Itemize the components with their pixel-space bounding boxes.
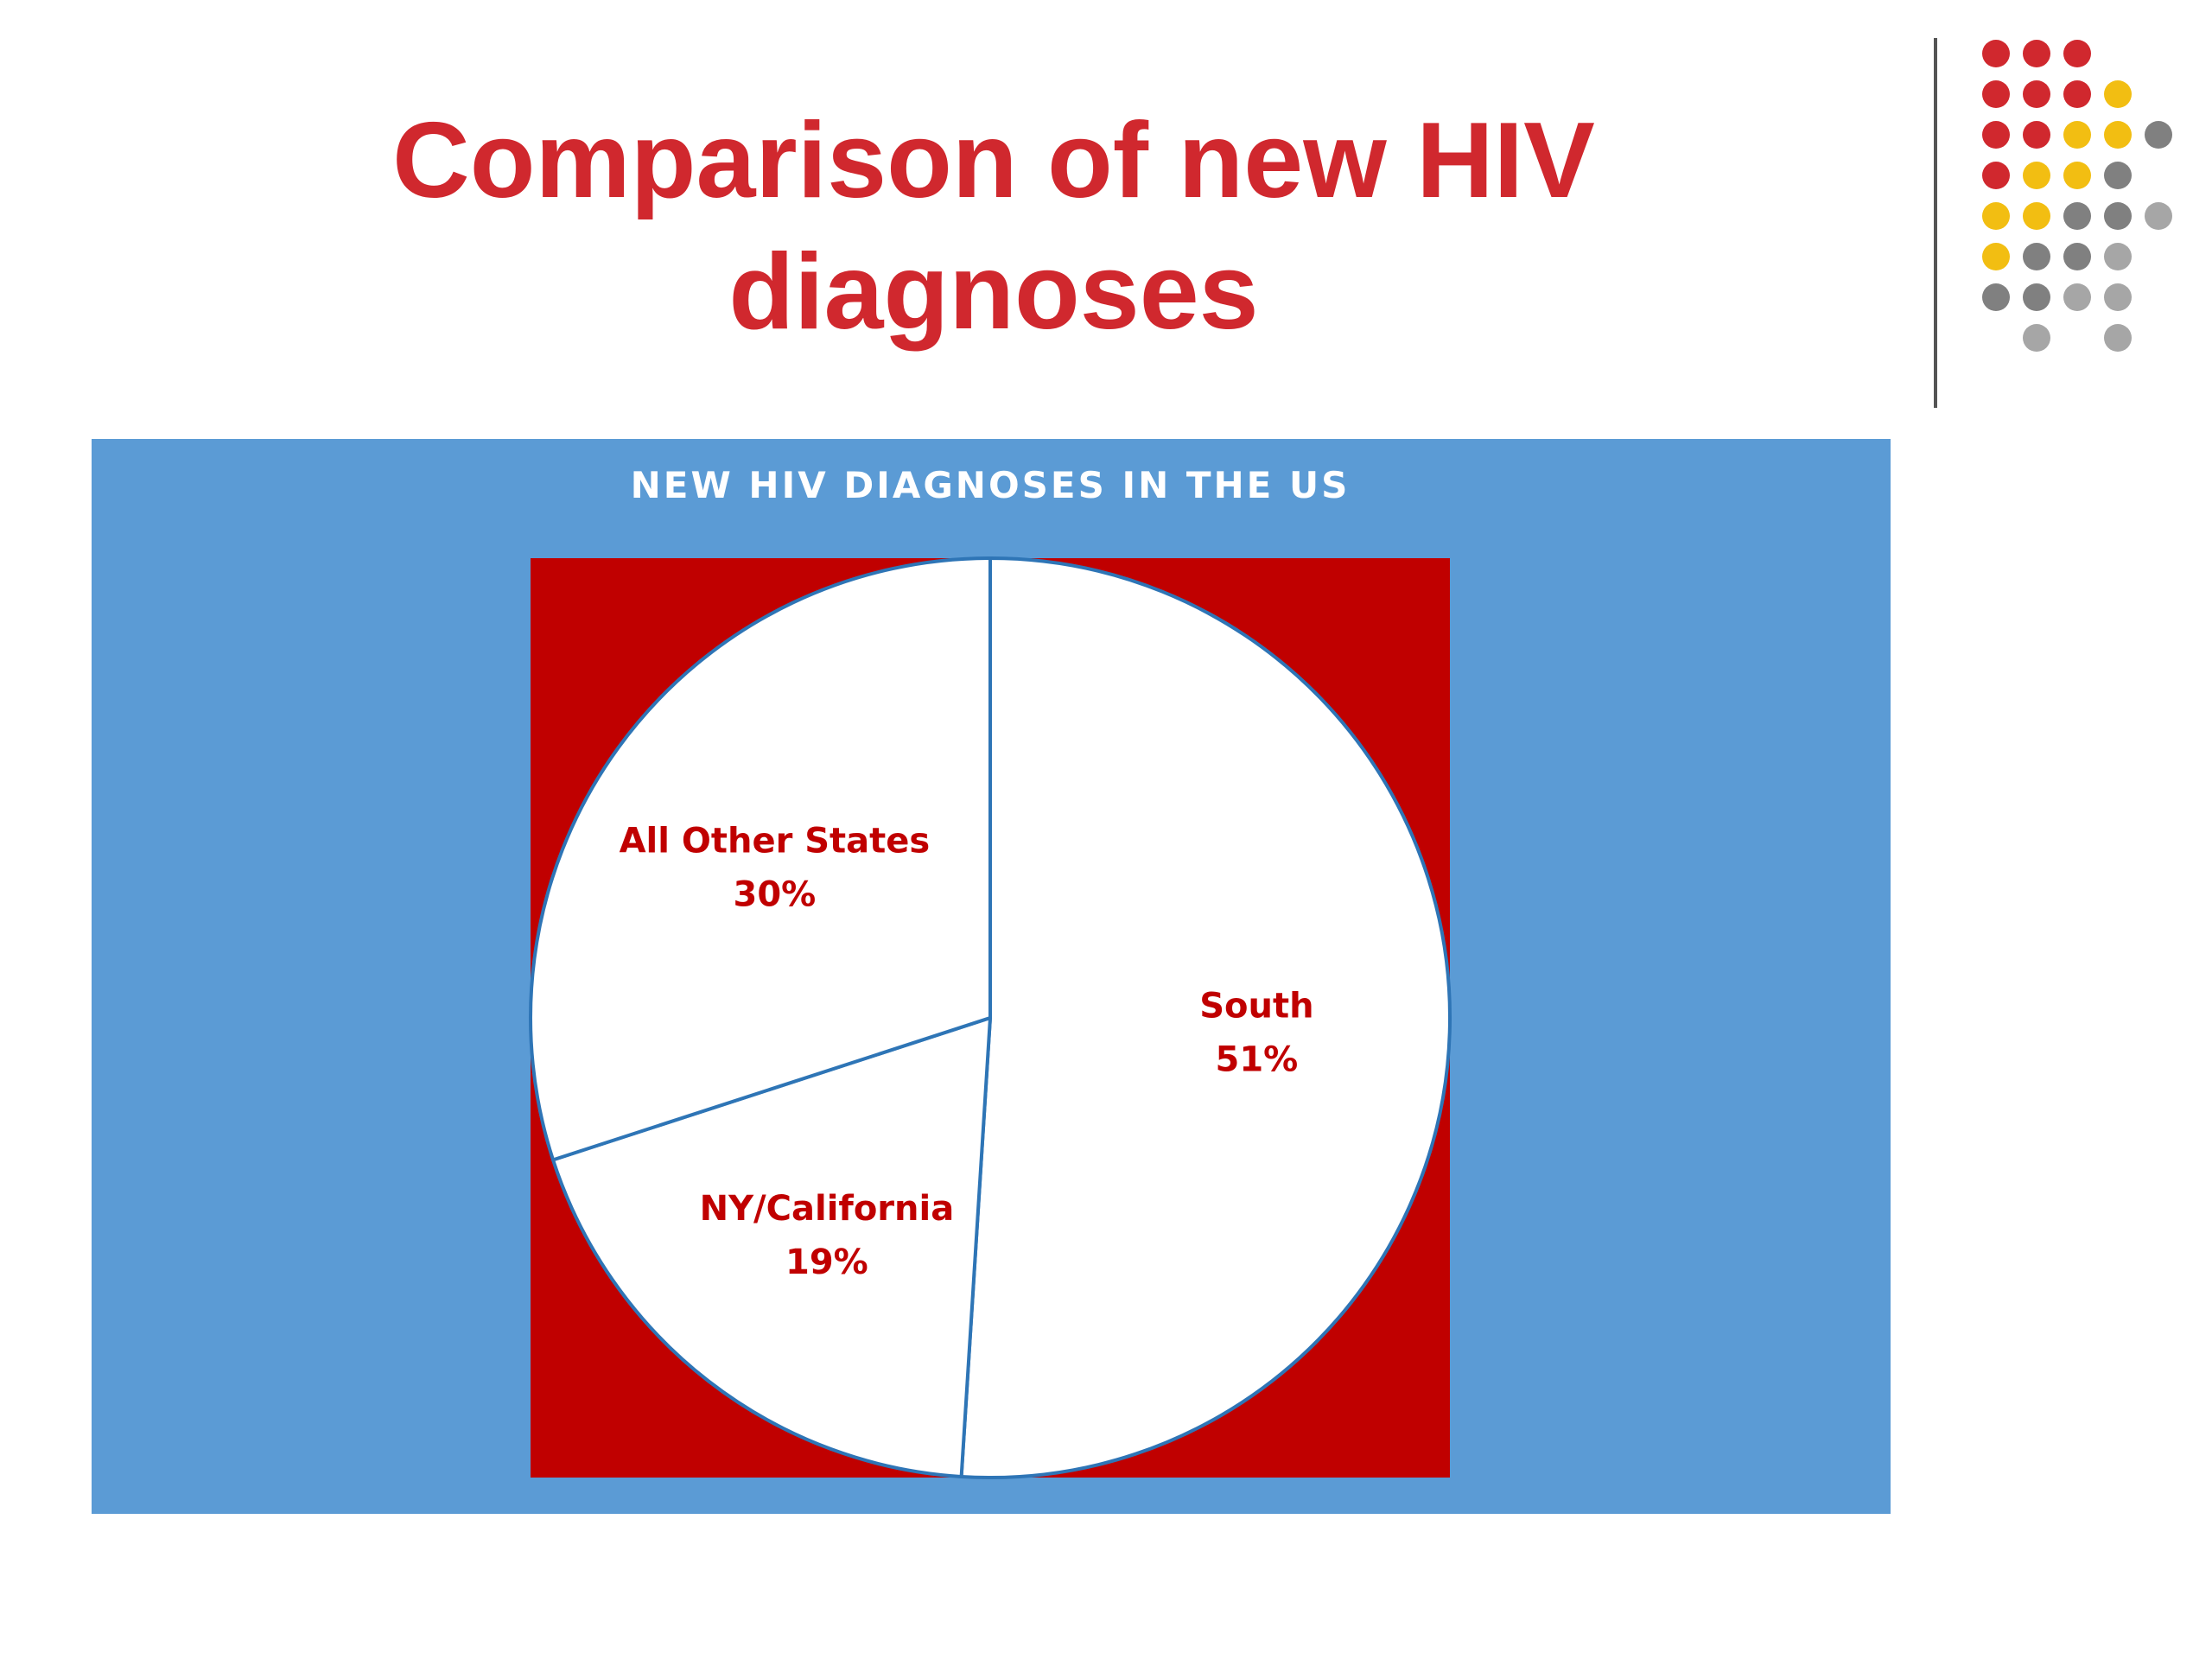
slide-title-line-2: diagnoses (728, 232, 1259, 352)
decorative-dot (2063, 40, 2091, 67)
decorative-dot (2023, 283, 2050, 311)
decorative-dot (2104, 243, 2132, 270)
slide-title-line-1: Comparison of new HIV (392, 101, 1595, 220)
vertical-divider (1934, 38, 1937, 408)
decorative-dot (1982, 40, 2010, 67)
pie-labels: South 51% NY/California 19% All Other States… (620, 822, 1314, 1282)
pie-slices (529, 556, 1452, 1479)
slide-title: Comparison of new HIV diagnoses (259, 95, 1728, 358)
chart-title: NEW HIV DIAGNOSES IN THE US (631, 464, 1351, 506)
data-label: NY/California 19% (700, 1189, 955, 1282)
decorative-dot (2023, 202, 2050, 230)
data-label-value: 30% (734, 875, 817, 915)
chart-panel: NEW HIV DIAGNOSES IN THE US South 51% NY/C… (92, 439, 1891, 1514)
decorative-dot-pattern (1982, 40, 2172, 352)
decorative-dot (2023, 324, 2050, 352)
pie-chart: NEW HIV DIAGNOSES IN THE US South 51% NY/C… (92, 439, 1891, 1514)
data-label-value: 19% (785, 1243, 868, 1282)
decorative-dot (2023, 162, 2050, 189)
pie-slice-ny-california (551, 1016, 992, 1478)
decorative-dot (2104, 202, 2132, 230)
data-label: All Other States 30% (620, 822, 931, 915)
decorative-dot (2063, 162, 2091, 189)
data-label-category: All Other States (620, 822, 931, 861)
decorative-dot (2104, 324, 2132, 352)
decorative-dot (1982, 202, 2010, 230)
decorative-dot (2023, 80, 2050, 108)
decorative-dot (2063, 243, 2091, 270)
decorative-dot (1982, 243, 2010, 270)
decorative-dot (2023, 121, 2050, 149)
decorative-dot (2063, 80, 2091, 108)
data-label: South 51% (1199, 987, 1313, 1080)
decorative-dot (2063, 202, 2091, 230)
decorative-dot (2145, 202, 2172, 230)
decorative-dot (2063, 121, 2091, 149)
decorative-dot (2063, 283, 2091, 311)
pie-slice-all-other-states (529, 556, 992, 1162)
decorative-dot (1982, 162, 2010, 189)
data-label-category: NY/California (700, 1189, 955, 1229)
decorative-dot (1982, 283, 2010, 311)
decorative-dot (2104, 283, 2132, 311)
pie-slice-south (959, 556, 1452, 1479)
decorative-dot (2023, 243, 2050, 270)
decorative-dot (2104, 80, 2132, 108)
decorative-dot (2104, 162, 2132, 189)
decorative-dot (2104, 121, 2132, 149)
decorative-dot (1982, 80, 2010, 108)
data-label-category: South (1199, 987, 1313, 1027)
decorative-dot (2023, 40, 2050, 67)
data-label-value: 51% (1216, 1040, 1299, 1080)
decorative-dot (1982, 121, 2010, 149)
decorative-dot (2145, 121, 2172, 149)
